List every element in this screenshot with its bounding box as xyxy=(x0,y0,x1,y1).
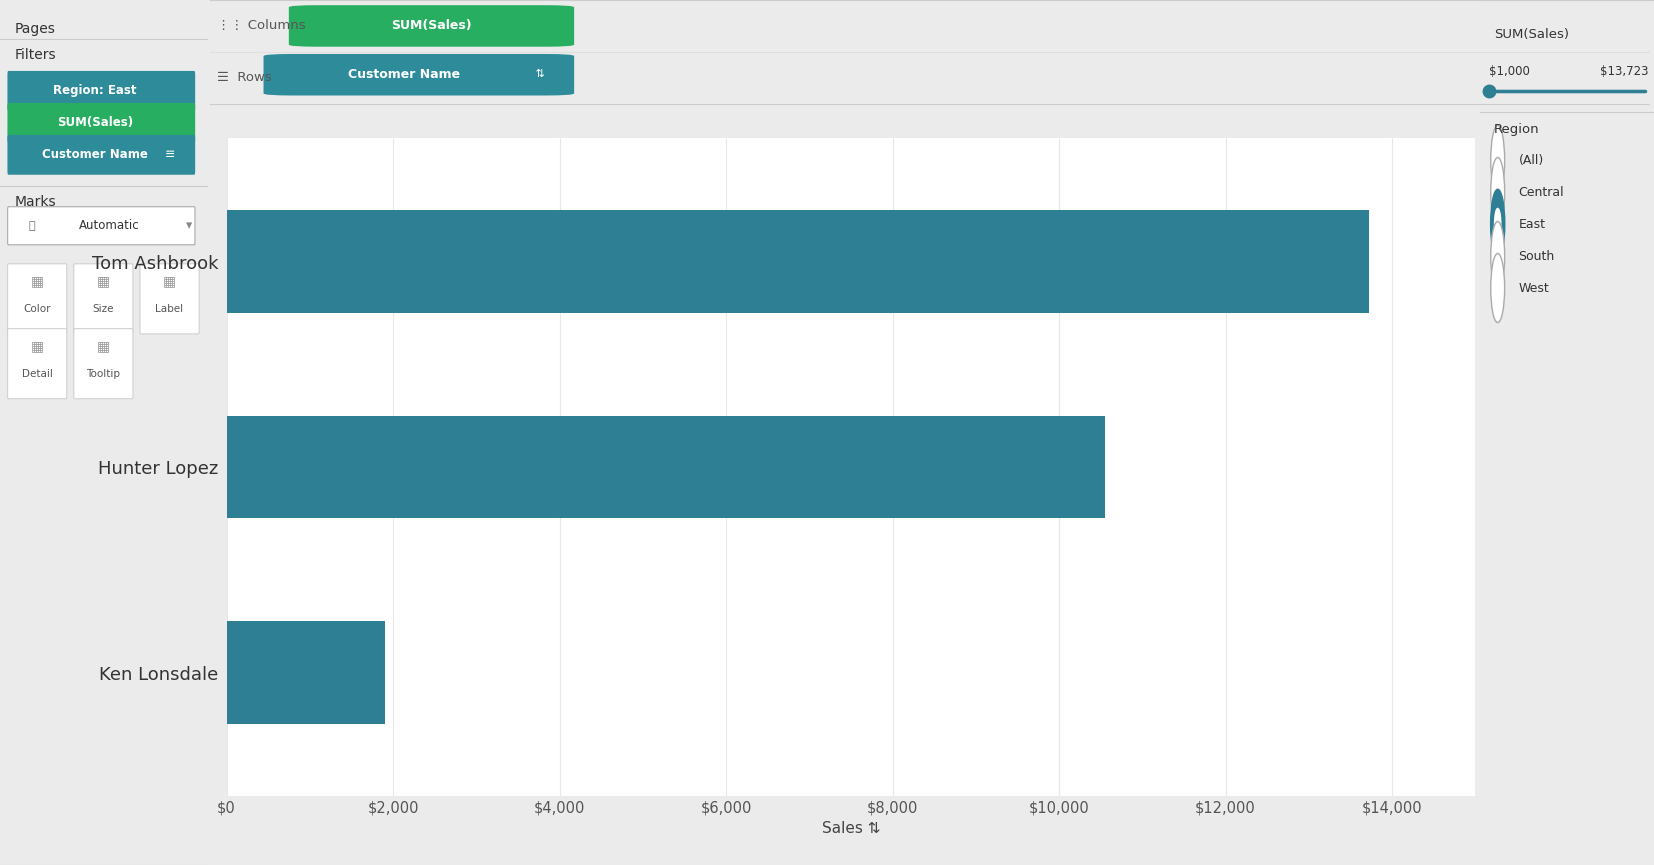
FancyBboxPatch shape xyxy=(74,264,132,334)
Text: $1,000: $1,000 xyxy=(1489,65,1530,78)
X-axis label: Sales ⇅: Sales ⇅ xyxy=(822,821,880,836)
Text: Color: Color xyxy=(23,304,51,314)
Bar xyxy=(227,621,385,724)
Text: Region: Region xyxy=(1494,123,1540,136)
Circle shape xyxy=(1490,221,1505,291)
Text: Label: Label xyxy=(155,304,184,314)
Text: Customer Name: Customer Name xyxy=(41,148,149,162)
Text: SUM(Sales): SUM(Sales) xyxy=(392,19,471,33)
Text: Size: Size xyxy=(93,304,114,314)
Text: Tooltip: Tooltip xyxy=(86,368,121,379)
Text: ≡: ≡ xyxy=(164,148,175,162)
Bar xyxy=(227,210,1370,313)
FancyBboxPatch shape xyxy=(289,5,574,47)
Text: ▦: ▦ xyxy=(98,274,109,288)
Text: Pages: Pages xyxy=(15,22,55,36)
Text: West: West xyxy=(1518,281,1550,295)
Text: ▦: ▦ xyxy=(164,274,175,288)
FancyBboxPatch shape xyxy=(8,329,66,399)
Text: ▦: ▦ xyxy=(31,339,43,353)
Circle shape xyxy=(1490,189,1505,259)
Text: ☰  Rows: ☰ Rows xyxy=(217,71,271,85)
Text: Customer Name: Customer Name xyxy=(349,67,460,80)
FancyBboxPatch shape xyxy=(141,264,198,334)
Text: Marks: Marks xyxy=(15,195,56,208)
Text: (All): (All) xyxy=(1518,153,1543,167)
FancyBboxPatch shape xyxy=(8,103,195,143)
Text: Central: Central xyxy=(1518,185,1565,199)
Circle shape xyxy=(1495,208,1500,240)
FancyBboxPatch shape xyxy=(8,264,66,334)
Circle shape xyxy=(1490,253,1505,323)
Text: ▾: ▾ xyxy=(185,219,192,233)
Text: ⦀: ⦀ xyxy=(30,221,36,231)
Text: $13,723: $13,723 xyxy=(1601,65,1649,78)
Text: Detail: Detail xyxy=(22,368,53,379)
Text: Automatic: Automatic xyxy=(78,219,139,233)
Text: Region: East: Region: East xyxy=(53,84,137,98)
Text: ⋮⋮ Columns: ⋮⋮ Columns xyxy=(217,19,306,33)
FancyBboxPatch shape xyxy=(8,71,195,111)
Bar xyxy=(227,416,1105,518)
FancyBboxPatch shape xyxy=(74,329,132,399)
FancyBboxPatch shape xyxy=(8,135,195,175)
Text: SUM(Sales): SUM(Sales) xyxy=(1494,28,1570,41)
Text: SUM(Sales): SUM(Sales) xyxy=(56,116,134,130)
Text: East: East xyxy=(1518,217,1545,231)
Circle shape xyxy=(1490,157,1505,227)
Text: South: South xyxy=(1518,249,1555,263)
Text: ▦: ▦ xyxy=(31,274,43,288)
Text: ⇅: ⇅ xyxy=(531,69,544,80)
FancyBboxPatch shape xyxy=(263,54,574,95)
Text: Filters: Filters xyxy=(15,48,56,61)
Text: ▦: ▦ xyxy=(98,339,109,353)
FancyBboxPatch shape xyxy=(8,207,195,245)
Circle shape xyxy=(1490,125,1505,195)
